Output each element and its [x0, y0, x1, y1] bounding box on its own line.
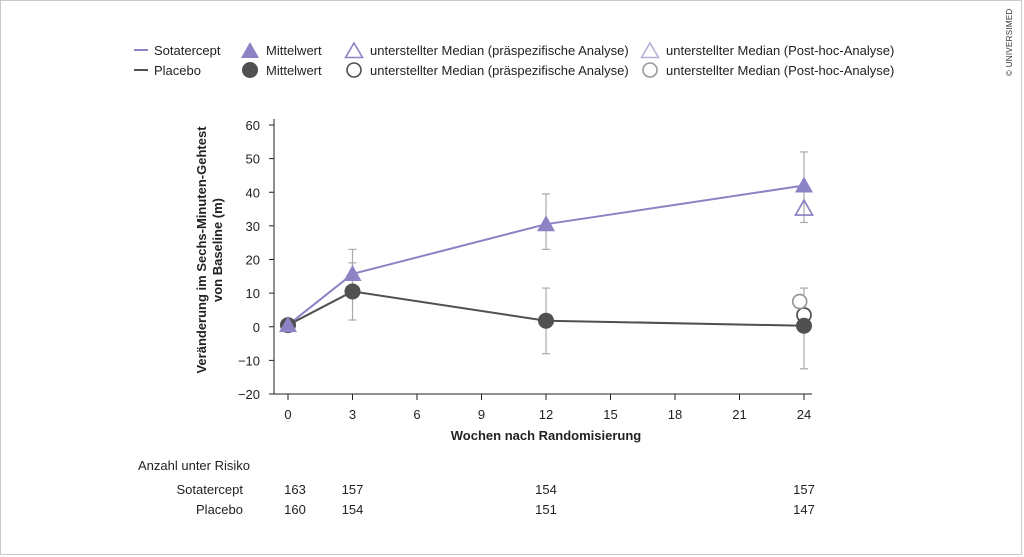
risk-table-row: Placebo 160 154 151 147	[0, 502, 1024, 522]
risk-cell: 154	[535, 482, 557, 497]
risk-cell: 157	[793, 482, 815, 497]
legend-sotatercept-line: Sotatercept	[134, 40, 221, 60]
legend-placebo-median-pre: unterstellter Median (präspezifische Ana…	[344, 60, 629, 80]
x-tick-label: 9	[478, 407, 485, 422]
risk-cell: 147	[793, 502, 815, 517]
legend-sotatercept-median-post: unterstellter Median (Post-hoc-Analyse)	[640, 40, 894, 60]
risk-row-label: Placebo	[196, 502, 243, 517]
risk-cell: 157	[341, 482, 364, 497]
open-triangle-light-icon	[640, 41, 660, 59]
data-point-placebo	[344, 283, 361, 300]
data-point-placebo	[796, 317, 812, 334]
series-line-placebo	[287, 290, 805, 327]
x-tick-label: 21	[732, 407, 746, 422]
y-tick-label: 60	[246, 118, 260, 133]
x-axis-label: Wochen nach Randomisierung	[451, 428, 642, 443]
risk-row-label: Sotatercept	[176, 482, 244, 497]
y-tick-label: 40	[246, 185, 260, 200]
legend: Sotatercept Placebo Mittelwert Mittelwer…	[134, 40, 894, 84]
data-point-sotatercept	[279, 316, 297, 333]
risk-cell: 154	[341, 502, 364, 517]
y-tick-label: 20	[246, 253, 260, 268]
data-point-sotatercept	[795, 176, 813, 193]
line-swatch-icon	[134, 69, 148, 71]
open-circle-light-icon	[642, 62, 658, 78]
open-triangle-icon	[344, 41, 364, 59]
median-marker-sotatercept	[794, 198, 814, 216]
open-circle-icon	[346, 62, 362, 78]
series-line-sotatercept	[287, 184, 805, 326]
median-marker-placebo	[791, 293, 808, 310]
x-tick-label: 6	[413, 407, 420, 422]
y-tick-label: 30	[246, 219, 260, 234]
legend-placebo-mean: Mittelwert	[240, 60, 322, 80]
legend-sotatercept-median-pre: unterstellter Median (präspezifische Ana…	[344, 40, 629, 60]
x-tick-label: 12	[539, 407, 553, 422]
filled-circle-icon	[242, 62, 258, 78]
x-tick-label: 18	[668, 407, 682, 422]
x-tick-label: 3	[349, 407, 356, 422]
data-point-placebo	[538, 312, 554, 329]
risk-cell: 151	[535, 502, 557, 517]
data-point-sotatercept	[343, 264, 362, 281]
y-tick-label: 10	[246, 286, 260, 301]
y-tick-label: 0	[253, 320, 260, 335]
legend-placebo-line: Placebo	[134, 60, 201, 80]
data-point-sotatercept	[537, 215, 555, 232]
risk-table-title: Anzahl unter Risiko	[138, 458, 250, 473]
legend-sotatercept-mean: Mittelwert	[240, 40, 322, 60]
y-tick-label: −20	[238, 387, 260, 402]
x-tick-label: 15	[603, 407, 617, 422]
x-tick-label: 24	[797, 407, 811, 422]
line-swatch-icon	[134, 49, 148, 51]
y-tick-label: −10	[238, 353, 260, 368]
risk-cell: 160	[284, 502, 306, 517]
x-tick-label: 0	[284, 407, 291, 422]
y-tick-label: 50	[246, 152, 260, 167]
risk-table-row: Sotatercept 163 157 154 157	[0, 482, 1024, 502]
filled-triangle-icon	[241, 42, 259, 58]
legend-placebo-median-post: unterstellter Median (Post-hoc-Analyse)	[640, 60, 894, 80]
risk-cell: 163	[284, 482, 306, 497]
